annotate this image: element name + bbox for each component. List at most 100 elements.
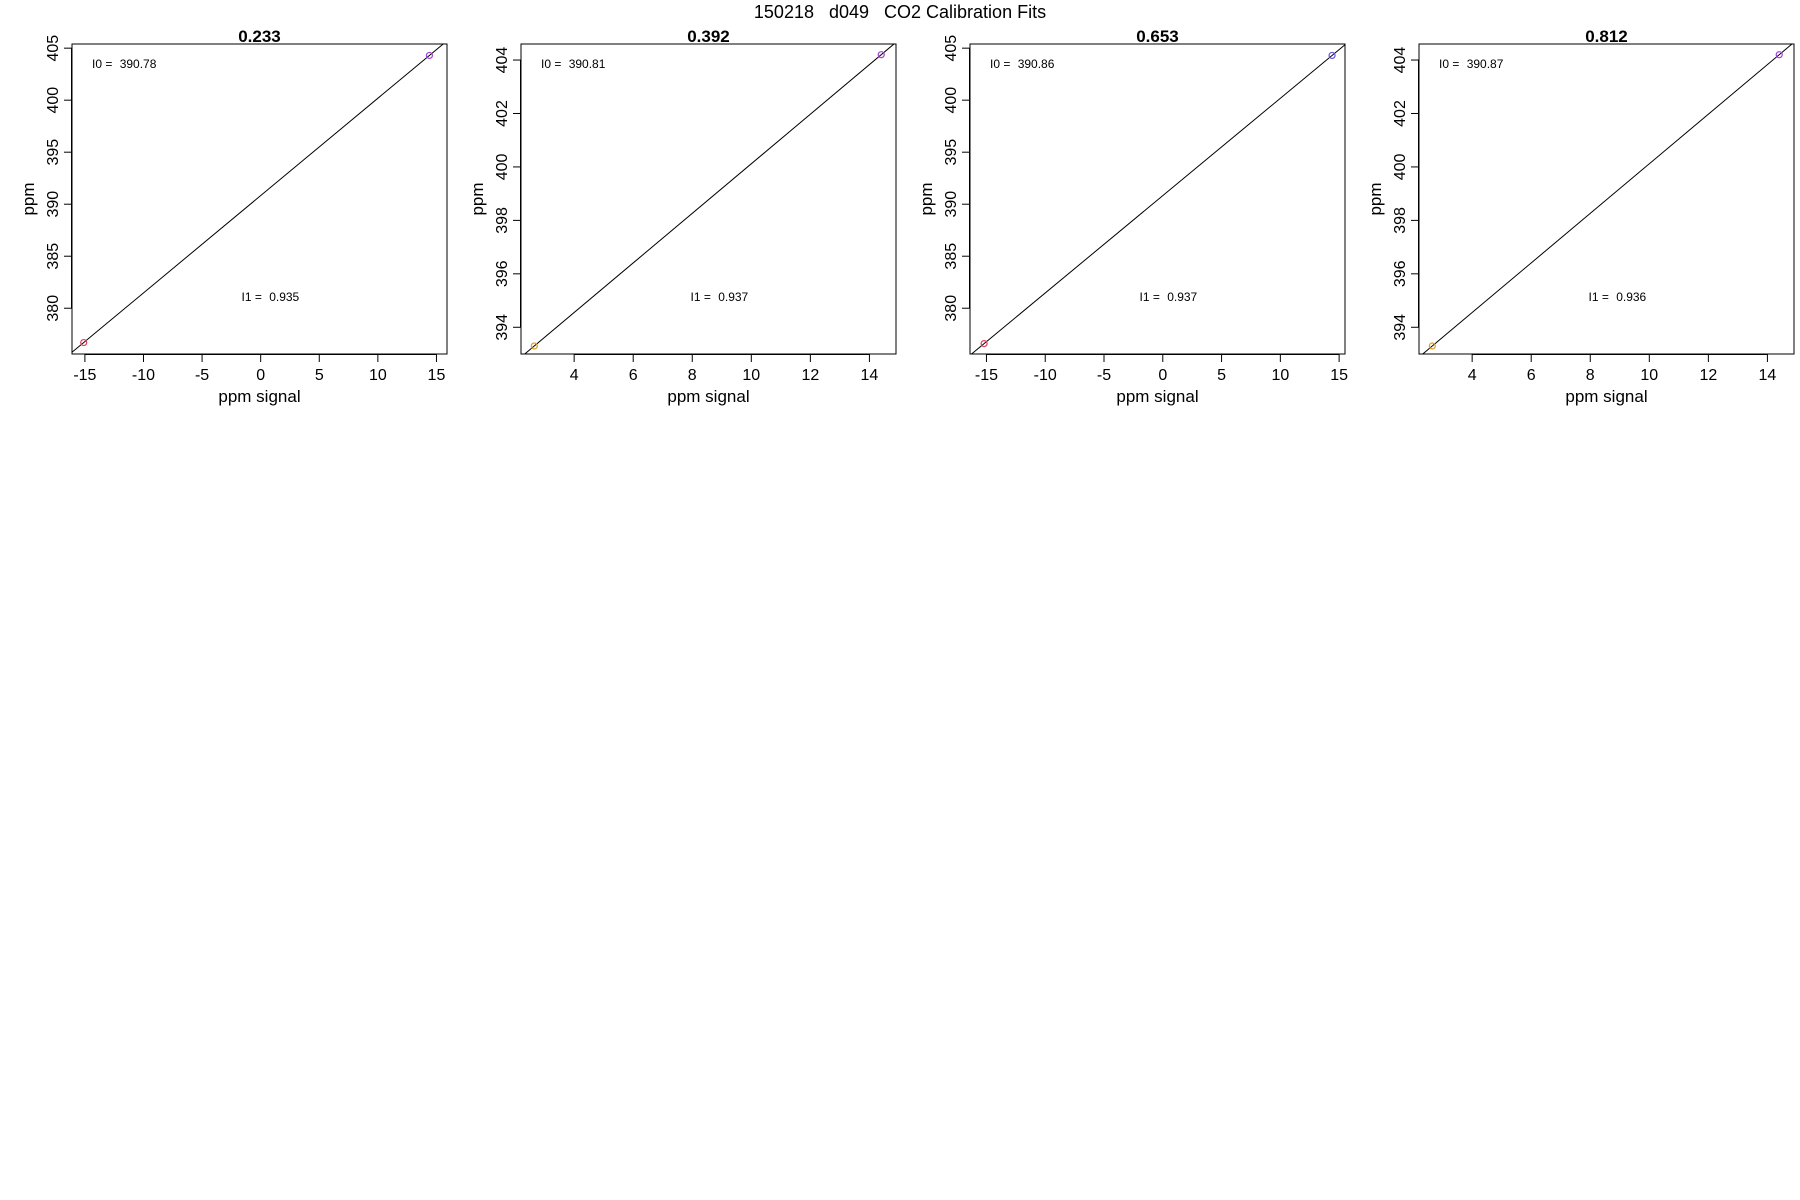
fit-annotation: I0 = 390.86	[990, 57, 1055, 71]
y-tick-label: 400	[45, 87, 62, 114]
y-axis-label: ppm	[917, 182, 936, 215]
x-axis-label: ppm signal	[1565, 387, 1647, 406]
y-tick-label: 404	[1392, 47, 1409, 74]
fit-annotation-value: 390.87	[1467, 57, 1504, 71]
fit-annotation: I0 = 390.87	[1439, 57, 1504, 71]
fit-line	[72, 44, 444, 353]
y-tick-label: 405	[943, 35, 960, 62]
fit-annotation-value: 0.936	[1616, 290, 1646, 304]
y-tick-label: 394	[494, 314, 511, 341]
x-axis-label: ppm signal	[218, 387, 300, 406]
data-point	[877, 51, 885, 59]
x-tick-label: -5	[1097, 367, 1111, 384]
x-tick-label: 15	[1330, 367, 1348, 384]
fit-annotation-value: 0.935	[269, 290, 299, 304]
y-tick-label: 390	[45, 191, 62, 218]
y-tick-label: 405	[45, 35, 62, 62]
fit-annotation-value: 390.78	[120, 57, 157, 71]
y-tick-label: 380	[943, 295, 960, 322]
data-point	[425, 51, 434, 60]
x-tick-label: 10	[1271, 367, 1289, 384]
y-tick-label: 394	[1392, 314, 1409, 341]
y-tick-label: 400	[494, 153, 511, 180]
x-tick-label: -15	[73, 367, 96, 384]
x-tick-label: 10	[1640, 367, 1658, 384]
x-axis-label: ppm signal	[1116, 387, 1198, 406]
plot-frame	[969, 43, 1346, 355]
fit-annotation-value: 0.937	[718, 290, 748, 304]
fit-annotation-label: I1 =	[691, 290, 715, 304]
y-tick-label: 395	[45, 139, 62, 166]
x-tick-label: 12	[1699, 367, 1717, 384]
fit-annotation: I1 = 0.937	[691, 290, 749, 304]
y-tick-label: 380	[45, 295, 62, 322]
x-tick-label: 6	[629, 367, 638, 384]
panel-title: 0.233	[238, 27, 281, 46]
y-tick-label: 398	[1392, 207, 1409, 234]
x-tick-label: 10	[742, 367, 760, 384]
x-tick-label: 0	[256, 367, 265, 384]
fit-line	[970, 44, 1345, 354]
fit-annotation: I1 = 0.935	[242, 290, 300, 304]
y-axis-label: ppm	[468, 182, 487, 215]
panel-title: 0.812	[1585, 27, 1628, 46]
fit-annotation: I1 = 0.937	[1140, 290, 1198, 304]
fit-annotation-label: I0 =	[541, 57, 565, 71]
data-point	[1428, 342, 1436, 350]
data-point	[80, 338, 88, 347]
fit-annotation-label: I0 =	[1439, 57, 1463, 71]
y-tick-label: 390	[943, 191, 960, 218]
x-tick-label: 5	[315, 367, 324, 384]
x-tick-label: -10	[1034, 367, 1057, 384]
x-tick-label: 4	[1468, 367, 1477, 384]
y-tick-label: 395	[943, 139, 960, 166]
fit-annotation: I0 = 390.78	[92, 57, 157, 71]
y-tick-label: 396	[494, 260, 511, 287]
data-point	[1775, 51, 1783, 59]
fit-line	[523, 44, 895, 354]
x-tick-label: 8	[1586, 367, 1595, 384]
x-tick-label: 6	[1527, 367, 1536, 384]
plot-frame	[520, 43, 897, 355]
y-tick-label: 385	[943, 243, 960, 270]
x-tick-label: 0	[1158, 367, 1167, 384]
x-tick-label: 5	[1217, 367, 1226, 384]
fit-annotation-label: I1 =	[242, 290, 266, 304]
fit-annotation-label: I1 =	[1140, 290, 1164, 304]
figure-title: 150218 d049 CO2 Calibration Fits	[753, 2, 1047, 22]
x-tick-label: 4	[570, 367, 579, 384]
x-tick-label: 14	[1759, 367, 1777, 384]
panel-title: 0.392	[687, 27, 730, 46]
fit-annotation-label: I1 =	[1589, 290, 1613, 304]
fit-annotation-label: I0 =	[92, 57, 116, 71]
panel-title: 0.653	[1136, 27, 1179, 46]
y-tick-label: 404	[494, 47, 511, 74]
fit-line	[1421, 44, 1793, 354]
data-point	[980, 339, 988, 348]
fit-annotation-value: 0.937	[1167, 290, 1197, 304]
x-tick-label: -10	[132, 367, 155, 384]
fit-annotation-value: 390.86	[1018, 57, 1055, 71]
x-axis-label: ppm signal	[667, 387, 749, 406]
x-tick-label: -15	[975, 367, 998, 384]
data-point	[1328, 51, 1336, 60]
y-tick-label: 385	[45, 243, 62, 270]
y-tick-label: 400	[1392, 153, 1409, 180]
y-tick-label: 400	[943, 87, 960, 114]
fit-annotation-label: I0 =	[990, 57, 1014, 71]
y-axis-label: ppm	[19, 182, 38, 215]
fit-annotation: I1 = 0.936	[1589, 290, 1647, 304]
y-axis-label: ppm	[1366, 182, 1385, 215]
fit-annotation-value: 390.81	[569, 57, 606, 71]
data-point	[530, 342, 538, 350]
x-tick-label: 12	[801, 367, 819, 384]
x-tick-label: 8	[688, 367, 697, 384]
x-tick-label: 14	[861, 367, 879, 384]
y-tick-label: 398	[494, 207, 511, 234]
x-tick-label: 15	[428, 367, 446, 384]
fit-annotation: I0 = 390.81	[541, 57, 606, 71]
x-tick-label: -5	[195, 367, 209, 384]
x-tick-label: 10	[369, 367, 387, 384]
